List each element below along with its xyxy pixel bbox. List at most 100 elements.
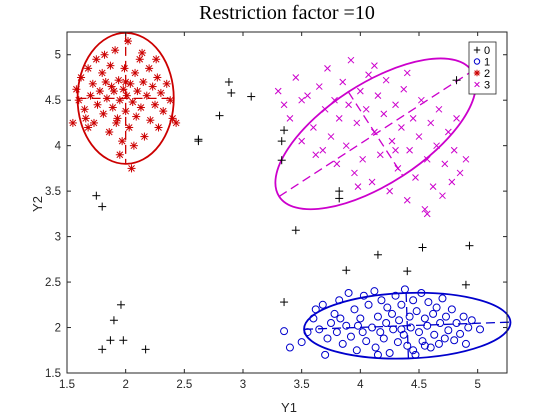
point-series-0	[335, 194, 344, 203]
point-series-1	[440, 334, 449, 343]
point-series-3	[298, 137, 306, 145]
point-series-1	[332, 328, 341, 337]
legend-box	[468, 41, 497, 95]
point-series-3	[335, 115, 343, 122]
point-series-0	[109, 316, 118, 325]
y-tick-label: 4	[55, 141, 62, 153]
point-series-3	[298, 96, 306, 104]
point-series-2	[95, 87, 104, 96]
y-tick-label: 4.5	[45, 95, 61, 107]
point-series-2	[112, 118, 121, 127]
point-series-3	[456, 169, 464, 177]
point-series-2	[146, 116, 155, 125]
legend-marker-0	[473, 46, 481, 54]
point-series-3	[439, 192, 446, 200]
point-series-0	[106, 336, 115, 345]
point-series-3	[362, 105, 370, 113]
point-series-0	[280, 126, 289, 135]
point-series-0	[418, 243, 427, 252]
point-series-1	[388, 309, 397, 318]
point-series-0	[119, 336, 128, 345]
point-series-2	[105, 128, 114, 137]
point-series-2	[115, 150, 124, 159]
point-series-3	[417, 96, 425, 104]
point-series-1	[447, 305, 456, 314]
point-series-1	[450, 336, 459, 345]
point-series-1	[452, 318, 461, 327]
point-series-3	[403, 196, 411, 204]
point-series-2	[125, 123, 134, 132]
point-series-1	[362, 337, 371, 346]
point-series-1	[356, 314, 365, 323]
point-series-3	[365, 71, 372, 79]
point-series-3	[398, 124, 405, 131]
point-series-3	[386, 187, 394, 195]
point-series-3	[351, 169, 358, 177]
chart-title: Restriction factor =10	[199, 2, 375, 24]
point-series-3	[423, 155, 431, 163]
point-series-3	[371, 62, 378, 69]
point-series-3	[327, 133, 335, 140]
point-series-1	[441, 312, 450, 321]
point-series-3	[339, 78, 347, 86]
point-series-2	[86, 91, 95, 100]
series-0	[92, 76, 474, 354]
point-series-1	[461, 339, 470, 348]
point-series-2	[145, 64, 154, 73]
point-series-3	[286, 115, 294, 122]
point-series-3	[356, 87, 364, 95]
legend-label: 0	[484, 45, 490, 57]
point-series-3	[345, 101, 352, 109]
point-series-3	[312, 151, 320, 159]
point-series-3	[304, 92, 311, 100]
point-series-1	[412, 307, 421, 316]
point-series-2	[98, 68, 107, 77]
point-series-3	[448, 178, 456, 186]
point-series-0	[465, 241, 474, 250]
x-tick-label: 3.5	[294, 379, 310, 391]
point-series-2	[136, 103, 145, 112]
point-series-1	[409, 296, 418, 305]
point-series-3	[321, 105, 329, 113]
point-series-3	[444, 128, 452, 136]
point-series-0	[335, 187, 344, 196]
point-series-1	[364, 300, 373, 309]
point-series-0	[373, 250, 382, 259]
legend-marker-3	[474, 81, 480, 88]
y-tick-label: 3	[55, 232, 61, 244]
point-series-3	[274, 87, 282, 95]
point-series-2	[128, 98, 137, 107]
point-series-1	[318, 300, 327, 309]
series-3	[274, 56, 470, 218]
point-series-1	[371, 343, 380, 352]
point-series-3	[310, 124, 317, 131]
point-series-2	[100, 50, 109, 59]
point-series-2	[168, 114, 177, 123]
point-series-3	[315, 83, 323, 90]
x-tick-label: 4	[357, 379, 364, 391]
point-series-1	[379, 334, 388, 343]
point-series-1	[389, 325, 398, 334]
point-series-2	[111, 46, 120, 55]
point-series-1	[423, 321, 432, 330]
point-series-1	[285, 343, 294, 352]
point-series-1	[303, 328, 312, 337]
point-series-2	[139, 78, 148, 87]
point-series-1	[359, 291, 368, 300]
point-series-3	[400, 85, 408, 93]
point-series-1	[438, 294, 447, 303]
point-series-1	[350, 305, 359, 314]
point-series-1	[476, 325, 485, 334]
point-series-3	[382, 76, 390, 84]
point-series-3	[406, 146, 413, 154]
point-series-1	[338, 339, 347, 348]
point-series-2	[172, 118, 181, 127]
point-series-3	[376, 151, 384, 159]
y-tick-label: 2.5	[45, 277, 61, 289]
point-series-3	[319, 146, 327, 154]
point-series-0	[227, 88, 236, 97]
legend-label: 1	[484, 57, 490, 69]
legend-marker-2	[473, 69, 481, 77]
point-series-1	[409, 346, 418, 355]
point-series-2	[132, 112, 141, 121]
